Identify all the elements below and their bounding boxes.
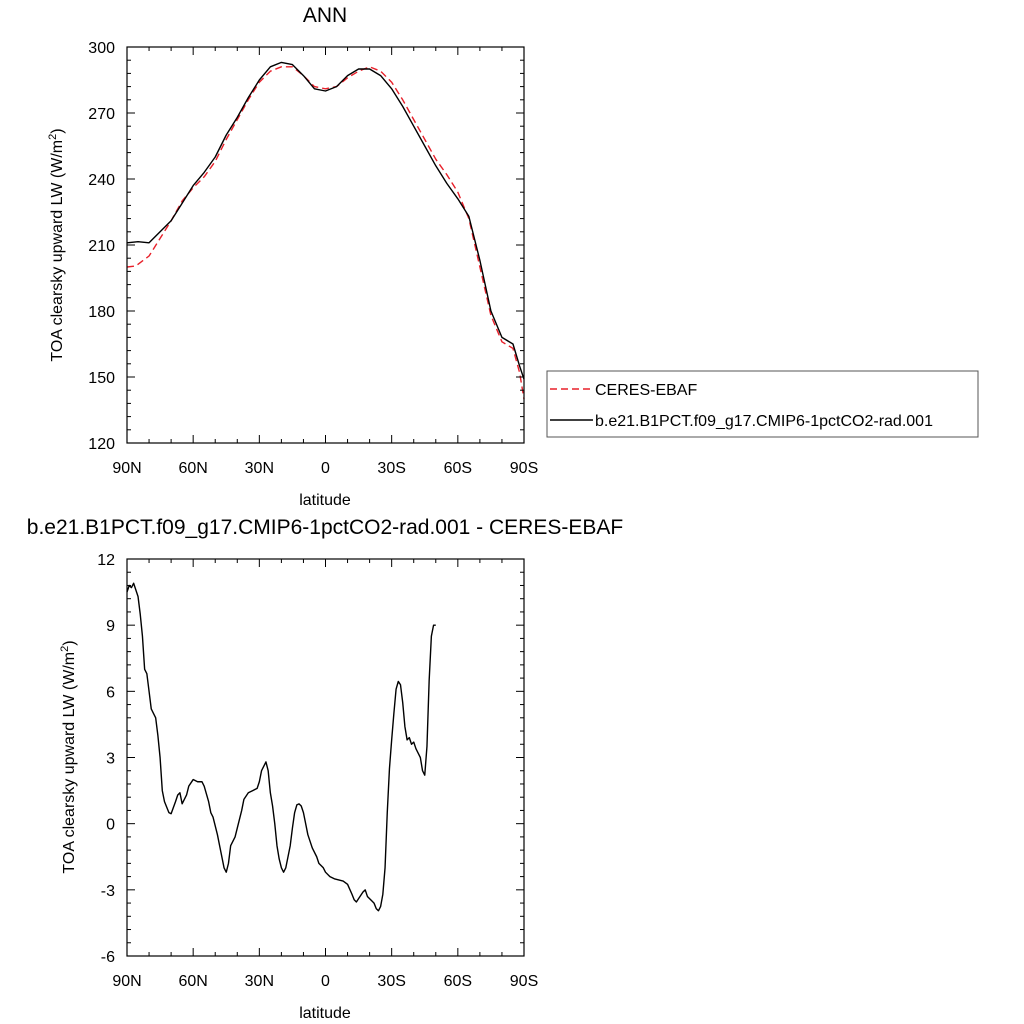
bottom-y-tick-label: 9 — [106, 618, 115, 635]
top-x-tick-label: 90S — [510, 460, 538, 477]
top-y-tick-label: 240 — [88, 172, 115, 189]
top-x-tick-label: 30S — [377, 460, 405, 477]
bottom-plot-ticks: 90N 60N 30N 0 30S 60S 90S -6 -3 0 3 6 9 12 — [97, 552, 538, 990]
bottom-plot-frame — [126, 558, 525, 957]
bottom-x-tick-label: 0 — [321, 973, 330, 990]
top-x-tick-label: 90N — [112, 460, 141, 477]
bottom-y-tick-label: 0 — [106, 817, 115, 834]
bottom-y-tick-label: -3 — [101, 883, 115, 900]
top-y-tick-label: 150 — [88, 370, 115, 387]
top-x-tick-label: 60S — [444, 460, 472, 477]
bottom-y-axis-label-text: TOA clearsky upward LW (W/m2) — [59, 640, 78, 873]
top-y-axis-label-text: TOA clearsky upward LW (W/m2) — [47, 128, 66, 361]
bottom-plot-title: b.e21.B1PCT.f09_g17.CMIP6-1pctCO2-rad.00… — [27, 516, 623, 539]
legend: CERES-EBAF b.e21.B1PCT.f09_g17.CMIP6-1pc… — [546, 370, 979, 438]
top-plot-series-0-line — [126, 66, 525, 400]
bottom-x-tick-label: 60S — [444, 973, 472, 990]
top-plot-frame — [126, 46, 525, 444]
bottom-y-tick-label: 6 — [106, 684, 115, 701]
bottom-plot-x-axis-label: latitude — [299, 1005, 351, 1022]
bottom-plot-curves — [126, 582, 436, 912]
top-plot-title: ANN — [303, 4, 347, 27]
bottom-y-tick-label: 12 — [97, 552, 115, 569]
legend-box — [546, 370, 979, 438]
top-x-tick-label: 60N — [178, 460, 207, 477]
top-plot-curves — [126, 61, 525, 400]
top-plot-series-1-line — [126, 61, 525, 380]
bottom-plot-panel: b.e21.B1PCT.f09_g17.CMIP6-1pctCO2-rad.00… — [27, 516, 623, 1022]
top-plot-x-axis-label: latitude — [299, 492, 351, 509]
bottom-y-tick-label: -6 — [101, 949, 115, 966]
top-x-tick-label: 0 — [321, 460, 330, 477]
top-y-tick-label: 120 — [88, 436, 115, 453]
bottom-x-tick-label: 90N — [112, 973, 141, 990]
bottom-x-tick-label: 90S — [510, 973, 538, 990]
bottom-x-tick-label: 30N — [245, 973, 274, 990]
top-y-tick-label: 210 — [88, 238, 115, 255]
top-plot-ticks: 90N 60N 30N 0 30S 60S 90S 120 150 180 210 240 270 300 — [88, 40, 538, 477]
top-x-tick-label: 30N — [245, 460, 274, 477]
bottom-plot-y-axis-label: TOA clearsky upward LW (W/m2) — [59, 640, 78, 873]
top-plot-y-axis-label: TOA clearsky upward LW (W/m2) — [47, 128, 66, 361]
bottom-x-tick-label: 30S — [377, 973, 405, 990]
legend-ceres-ebaf-label: CERES-EBAF — [595, 382, 697, 399]
bottom-x-tick-label: 60N — [178, 973, 207, 990]
top-y-tick-label: 300 — [88, 40, 115, 57]
legend-model-run-label: b.e21.B1PCT.f09_g17.CMIP6-1pctCO2-rad.00… — [595, 413, 933, 430]
top-y-tick-label: 270 — [88, 106, 115, 123]
bottom-y-tick-label: 3 — [106, 751, 115, 768]
top-plot-panel: ANN 90N 60N 30N 0 30S 60S 90S 120 150 180 210 240 27… — [47, 4, 538, 509]
bottom-plot-series-0-line — [126, 582, 436, 912]
top-y-tick-label: 180 — [88, 304, 115, 321]
